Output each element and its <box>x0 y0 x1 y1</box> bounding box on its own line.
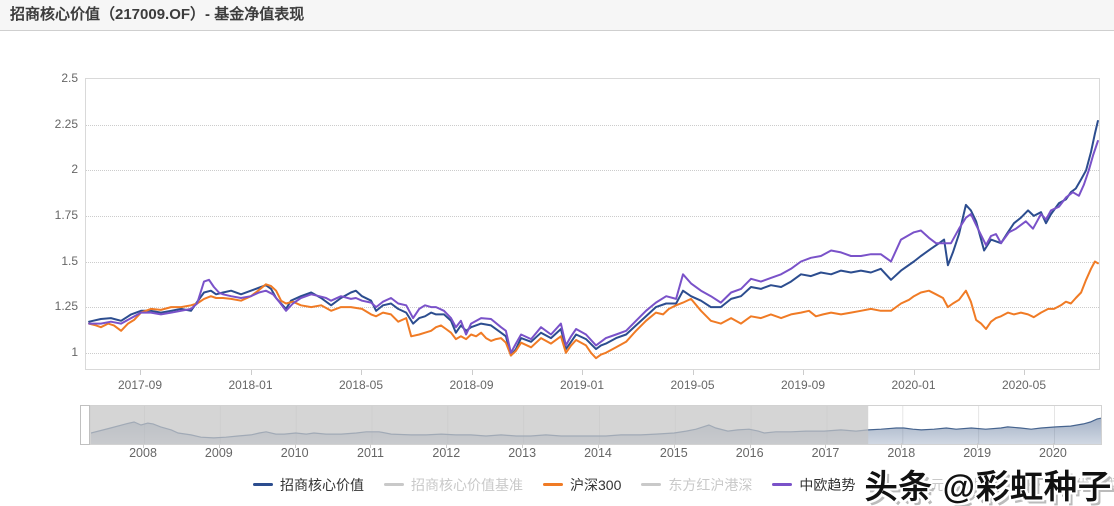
navigator-mask[interactable] <box>91 406 869 444</box>
navigator-year-tick <box>1052 443 1054 448</box>
x-tick-mark <box>803 370 804 375</box>
y-tick-label: 1.25 <box>54 299 78 314</box>
series-line-招商核心价值[interactable] <box>88 120 1099 357</box>
legend-label: 中欧趋势 <box>799 477 856 493</box>
legend-item-泓德优选成长[interactable]: 泓德优选成长 <box>1020 475 1114 495</box>
legend-marker <box>253 482 273 486</box>
page-title: 招商核心价值（217009.OF）- 基金净值表现 <box>10 6 305 23</box>
gridline <box>86 215 1099 217</box>
navigator-year-label: 2016 <box>735 446 764 460</box>
navigator-year-tick <box>825 443 827 448</box>
legend-item-电子元器件指数[interactable]: 电子元器件指数 <box>875 475 1000 495</box>
legend-marker <box>875 482 896 486</box>
gridline <box>86 124 1099 126</box>
legend-item-招商核心价值基准[interactable]: 招商核心价值基准 <box>384 475 523 495</box>
legend-label: 泓德优选成长 <box>1047 477 1114 493</box>
x-tick-mark <box>692 370 694 375</box>
navigator-year-tick <box>218 443 220 448</box>
navigator-year-tick <box>370 443 372 448</box>
x-tick-mark <box>582 370 583 375</box>
navigator-year-label: 2011 <box>357 446 384 460</box>
navigator-year-tick <box>749 443 751 448</box>
y-tick-label: 2 <box>71 162 78 177</box>
x-tick-label: 2019-01 <box>559 378 605 392</box>
legend-marker <box>1020 482 1041 486</box>
x-tick-label: 2017-09 <box>117 378 163 392</box>
legend-label: 招商核心价值基准 <box>411 477 523 493</box>
series-line-沪深300[interactable] <box>88 260 1099 360</box>
x-tick-mark <box>250 370 252 375</box>
navigator-year-label: 2010 <box>280 446 309 460</box>
gridline <box>86 307 1099 309</box>
navigator-year-label: 2019 <box>963 446 992 460</box>
range-navigator[interactable] <box>80 405 1102 445</box>
x-tick-mark <box>140 370 141 375</box>
series-line-中欧趋势[interactable] <box>88 140 1099 354</box>
x-tick-mark <box>471 370 473 375</box>
y-tick-label: 2.5 <box>61 71 78 85</box>
x-tick-label: 2019-09 <box>780 378 826 392</box>
navigator-year-label: 2012 <box>432 446 461 460</box>
legend-item-东方红沪港深[interactable]: 东方红沪港深 <box>641 475 752 495</box>
y-tick-label: 2.25 <box>54 116 78 131</box>
legend-label: 招商核心价值 <box>280 477 364 493</box>
legend: 招商核心价值 招商核心价值基准 沪深300 东方红沪港深 中欧趋势 电子元器件指数 泓德优选… <box>0 475 1114 497</box>
navigator-year-label: 2013 <box>508 446 537 460</box>
navigator-year-tick <box>901 443 903 448</box>
navigator-year-tick <box>673 443 675 448</box>
legend-label: 沪深300 <box>570 477 622 493</box>
x-tick-mark <box>361 370 362 375</box>
navigator-year-label: 2015 <box>659 446 688 460</box>
navigator-year-label: 2008 <box>129 446 157 460</box>
navigator-year-label: 2018 <box>887 446 916 460</box>
x-tick-label: 2020-05 <box>1001 378 1047 392</box>
page-header: 招商核心价值（217009.OF）- 基金净值表现 <box>0 0 1114 31</box>
navigator-year-label: 2014 <box>584 446 612 460</box>
main-chart-plot-area[interactable] <box>85 78 1100 370</box>
x-tick-mark <box>913 370 915 375</box>
navigator-year-gridline <box>902 406 904 444</box>
navigator-year-tick <box>597 443 599 448</box>
navigator-year-tick <box>522 443 524 448</box>
x-tick-mark <box>1024 370 1025 375</box>
navigator-year-gridline <box>1054 406 1055 444</box>
x-tick-label: 2018-09 <box>449 378 494 392</box>
legend-item-中欧趋势[interactable]: 中欧趋势 <box>772 475 855 495</box>
navigator-area-svg <box>91 406 1101 444</box>
y-tick-label: 1 <box>71 344 78 359</box>
x-tick-label: 2018-05 <box>338 378 384 392</box>
navigator-year-gridline <box>978 406 980 444</box>
price-series-svg <box>88 120 1099 360</box>
x-tick-label: 2020-01 <box>891 378 936 392</box>
x-tick-label: 2018-01 <box>228 378 273 392</box>
watermark: 头条 @彩虹种子 <box>864 468 1112 505</box>
legend-item-沪深300[interactable]: 沪深300 <box>543 475 621 495</box>
x-tick-label: 2019-05 <box>670 378 715 392</box>
navigator-year-tick <box>294 443 296 448</box>
gridline <box>86 170 1099 172</box>
legend-marker <box>641 482 662 486</box>
navigator-left-handle[interactable] <box>80 405 90 445</box>
navigator-year-label: 2020 <box>1039 446 1067 460</box>
navigator-year-tick <box>446 443 448 448</box>
navigator-year-tick <box>143 443 144 448</box>
gridline <box>86 261 1099 263</box>
legend-marker <box>384 482 404 486</box>
legend-item-招商核心价值[interactable]: 招商核心价值 <box>253 475 364 495</box>
legend-marker <box>772 482 793 486</box>
y-tick-label: 1.75 <box>54 207 78 222</box>
legend-label: 东方红沪港深 <box>668 477 753 493</box>
navigator-year-label: 2017 <box>811 446 840 460</box>
y-tick-label: 1.5 <box>61 253 78 268</box>
legend-marker <box>543 482 563 486</box>
navigator-year-tick <box>977 443 979 448</box>
navigator-year-label: 2009 <box>204 446 233 460</box>
legend-label: 电子元器件指数 <box>902 477 1001 493</box>
